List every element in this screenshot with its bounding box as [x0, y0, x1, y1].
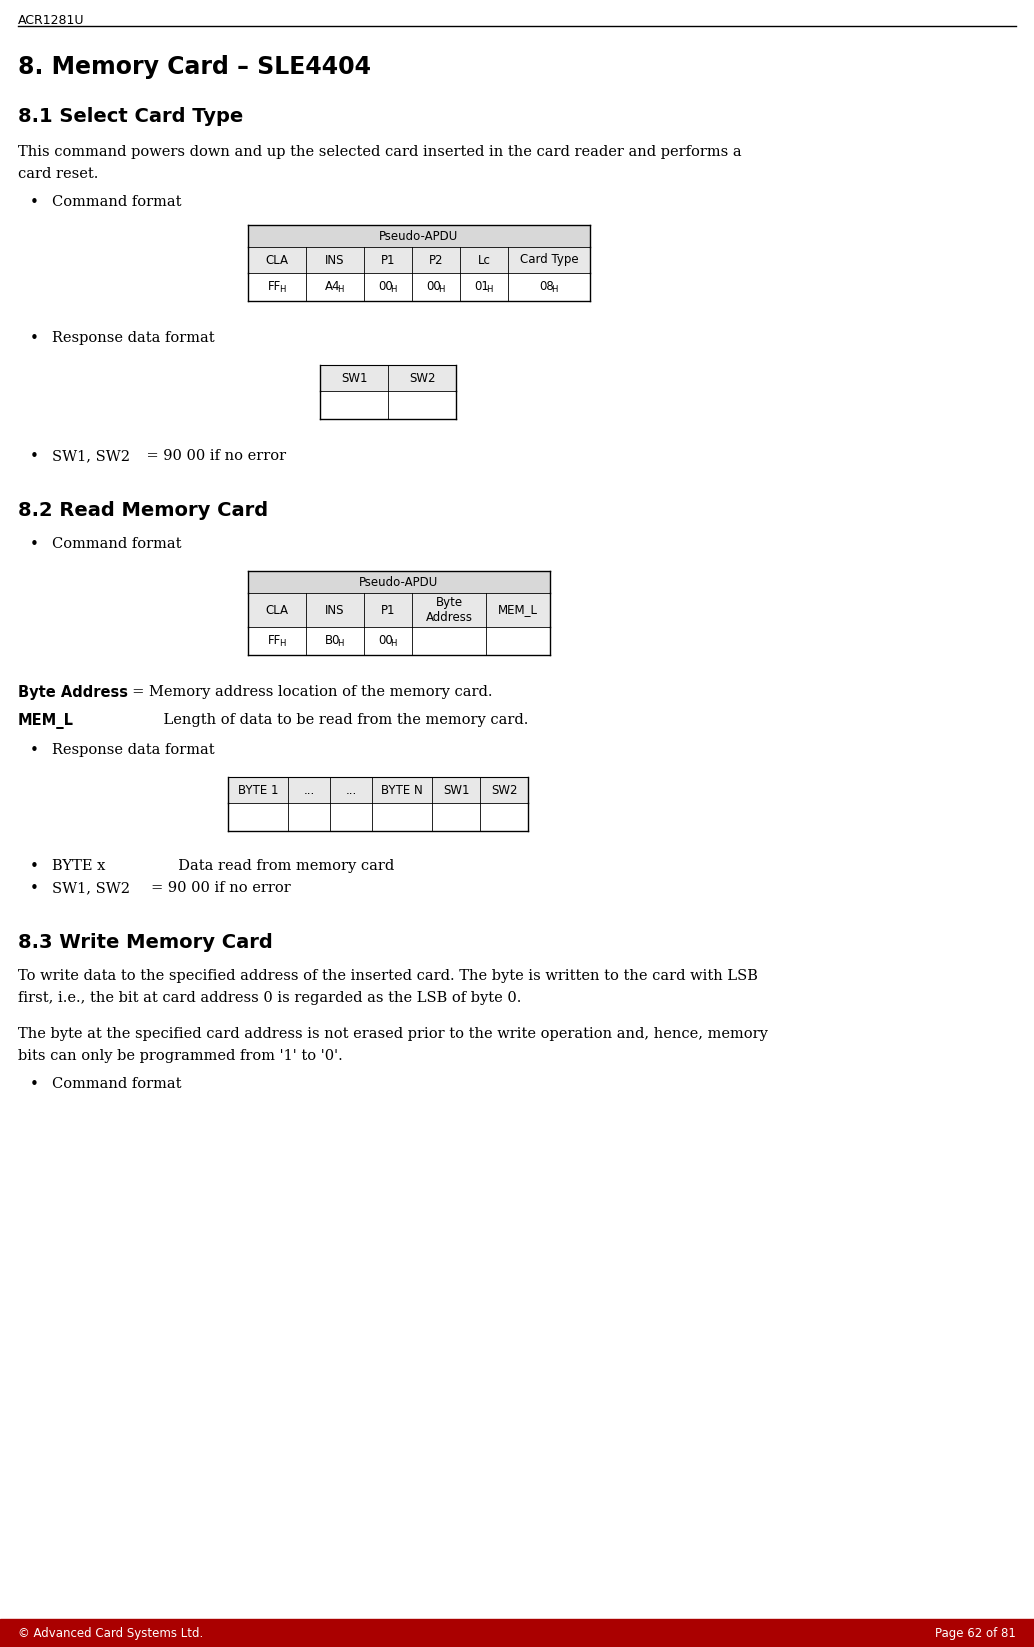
- Text: MEM_L: MEM_L: [18, 713, 74, 730]
- Bar: [248, 226, 590, 247]
- Text: ...: ...: [345, 784, 357, 797]
- Text: 01: 01: [474, 280, 489, 293]
- Text: CLA: CLA: [266, 603, 288, 616]
- Bar: [0, 1619, 1034, 1647]
- Text: H: H: [551, 285, 557, 293]
- Text: ...: ...: [303, 784, 314, 797]
- Text: SW2: SW2: [408, 372, 435, 384]
- Text: Response data format: Response data format: [52, 743, 215, 758]
- Bar: [248, 572, 550, 593]
- Text: H: H: [390, 639, 396, 647]
- Text: •: •: [30, 860, 39, 875]
- Bar: [229, 777, 528, 804]
- Text: H: H: [279, 285, 285, 293]
- Text: •: •: [30, 331, 39, 346]
- Text: = Memory address location of the memory card.: = Memory address location of the memory …: [123, 685, 492, 698]
- Text: MEM_L: MEM_L: [498, 603, 538, 616]
- Text: = 90 00 if no error: = 90 00 if no error: [128, 881, 291, 894]
- Text: Lc: Lc: [478, 254, 490, 267]
- Text: Byte
Address: Byte Address: [426, 596, 473, 624]
- Text: = 90 00 if no error: = 90 00 if no error: [128, 450, 286, 463]
- Text: Pseudo-APDU: Pseudo-APDU: [379, 229, 459, 242]
- Text: P1: P1: [381, 254, 395, 267]
- Text: P2: P2: [429, 254, 444, 267]
- Text: 08: 08: [539, 280, 553, 293]
- Text: ACR1281U: ACR1281U: [18, 15, 85, 26]
- Text: This command powers down and up the selected card inserted in the card reader an: This command powers down and up the sele…: [18, 145, 741, 160]
- Text: •: •: [30, 450, 39, 464]
- Text: 00: 00: [426, 280, 440, 293]
- Bar: [320, 366, 456, 390]
- Text: H: H: [279, 639, 285, 647]
- Text: 00: 00: [377, 280, 393, 293]
- Text: FF: FF: [268, 634, 281, 647]
- Text: H: H: [486, 285, 492, 293]
- Text: first, i.e., the bit at card address 0 is regarded as the LSB of byte 0.: first, i.e., the bit at card address 0 i…: [18, 991, 521, 1005]
- Text: 8.2 Read Memory Card: 8.2 Read Memory Card: [18, 501, 268, 520]
- Text: © Advanced Card Systems Ltd.: © Advanced Card Systems Ltd.: [18, 1627, 204, 1639]
- Text: •: •: [30, 537, 39, 552]
- Text: H: H: [337, 285, 343, 293]
- Text: SW1: SW1: [341, 372, 367, 384]
- Text: •: •: [30, 194, 39, 211]
- Text: The byte at the specified card address is not erased prior to the write operatio: The byte at the specified card address i…: [18, 1028, 768, 1041]
- Text: Command format: Command format: [52, 1077, 182, 1090]
- Text: P1: P1: [381, 603, 395, 616]
- Text: Pseudo-APDU: Pseudo-APDU: [360, 575, 438, 588]
- Text: H: H: [438, 285, 445, 293]
- Text: FF: FF: [268, 280, 281, 293]
- Text: Length of data to be read from the memory card.: Length of data to be read from the memor…: [108, 713, 528, 726]
- Text: BYTE x: BYTE x: [52, 860, 105, 873]
- Text: 00: 00: [377, 634, 393, 647]
- Text: card reset.: card reset.: [18, 166, 98, 181]
- Text: •: •: [30, 881, 39, 896]
- Text: INS: INS: [326, 254, 344, 267]
- Text: INS: INS: [326, 603, 344, 616]
- Text: Card Type: Card Type: [520, 254, 578, 267]
- Text: •: •: [30, 1077, 39, 1092]
- Text: Data read from memory card: Data read from memory card: [132, 860, 394, 873]
- Text: H: H: [337, 639, 343, 647]
- Bar: [248, 593, 550, 628]
- Text: SW1: SW1: [443, 784, 469, 797]
- Text: 8.3 Write Memory Card: 8.3 Write Memory Card: [18, 932, 273, 952]
- Text: Response data format: Response data format: [52, 331, 215, 344]
- Text: BYTE N: BYTE N: [382, 784, 423, 797]
- Text: To write data to the specified address of the inserted card. The byte is written: To write data to the specified address o…: [18, 968, 758, 983]
- Text: H: H: [390, 285, 396, 293]
- Text: BYTE 1: BYTE 1: [238, 784, 278, 797]
- Text: SW1, SW2: SW1, SW2: [52, 881, 130, 894]
- Text: SW1, SW2: SW1, SW2: [52, 450, 130, 463]
- Text: Byte Address: Byte Address: [18, 685, 128, 700]
- Text: Command format: Command format: [52, 194, 182, 209]
- Text: bits can only be programmed from '1' to '0'.: bits can only be programmed from '1' to …: [18, 1049, 342, 1062]
- Text: 8.1 Select Card Type: 8.1 Select Card Type: [18, 107, 243, 127]
- Text: CLA: CLA: [266, 254, 288, 267]
- Bar: [248, 247, 590, 273]
- Text: Command format: Command format: [52, 537, 182, 552]
- Text: SW2: SW2: [491, 784, 517, 797]
- Text: A4: A4: [325, 280, 340, 293]
- Text: Page 62 of 81: Page 62 of 81: [935, 1627, 1016, 1639]
- Text: 8. Memory Card – SLE4404: 8. Memory Card – SLE4404: [18, 54, 371, 79]
- Text: •: •: [30, 743, 39, 758]
- Text: B0: B0: [325, 634, 340, 647]
